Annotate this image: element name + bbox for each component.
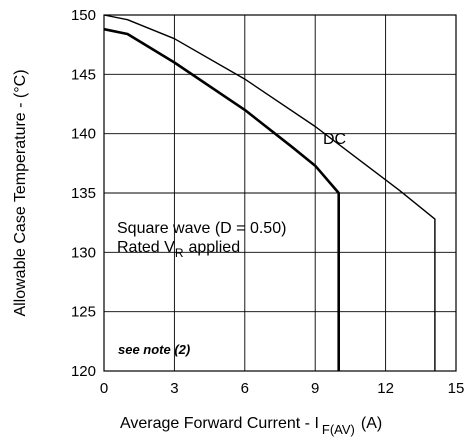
x-tick-label: 9 [311, 380, 319, 397]
annotation-square-wave: Square wave (D = 0.50) [117, 220, 286, 237]
annotation-rated-vr: Rated VR applied [117, 239, 240, 260]
x-axis-title-unit: (A) [361, 415, 382, 432]
y-tick-label: 130 [71, 244, 96, 261]
y-tick-label: 125 [71, 304, 96, 321]
series-line-square [103, 27, 340, 371]
y-tick-label: 140 [71, 126, 96, 143]
rated-prefix: Rated V [117, 239, 175, 256]
x-tick-label: 12 [377, 380, 394, 397]
x-axis-title-sub: F(AV) [322, 422, 355, 437]
annotation-dc: DC [323, 131, 346, 148]
x-tick-label: 0 [100, 380, 108, 397]
x-axis-title: Average Forward Current - I F(AV) (A) [120, 415, 382, 437]
y-tick-label: 145 [71, 66, 96, 83]
x-tick-label: 3 [170, 380, 178, 397]
plot-frame [103, 14, 457, 372]
annotation-see-note: see note (2) [118, 342, 190, 357]
x-axis-title-main: Average Forward Current - I [120, 415, 319, 432]
series-line-dc [103, 14, 436, 371]
y-tick-label: 120 [71, 363, 96, 380]
rated-subscript: R [175, 246, 184, 260]
y-tick-label: 150 [71, 7, 96, 24]
x-tick-label: 15 [448, 380, 465, 397]
y-axis-title: Allowable Case Temperature - (°C) [12, 69, 29, 316]
tick-labels: 0 3 6 9 12 15 120 125 130 135 140 145 150 [71, 7, 464, 397]
series-layer [103, 14, 436, 371]
rated-suffix: applied [188, 239, 240, 256]
y-tick-label: 135 [71, 185, 96, 202]
x-tick-label: 6 [241, 380, 249, 397]
